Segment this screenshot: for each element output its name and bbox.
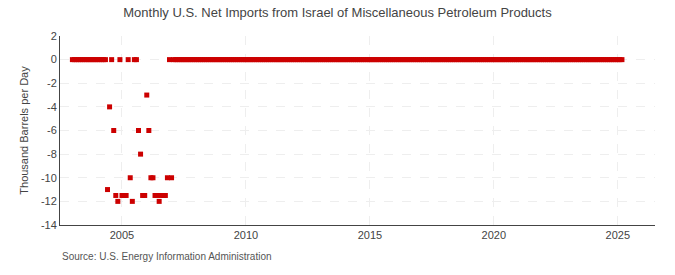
- svg-text:2010: 2010: [234, 229, 258, 241]
- svg-text:-12: -12: [41, 195, 57, 207]
- svg-text:Thousand Barrels per Day: Thousand Barrels per Day: [18, 66, 30, 195]
- svg-text:-6: -6: [47, 124, 57, 136]
- svg-text:-10: -10: [41, 172, 57, 184]
- svg-text:2005: 2005: [110, 229, 134, 241]
- svg-text:Source: U.S. Energy Informatio: Source: U.S. Energy Information Administ…: [62, 251, 272, 262]
- svg-text:-2: -2: [47, 77, 57, 89]
- svg-text:-8: -8: [47, 148, 57, 160]
- svg-text:2: 2: [51, 30, 57, 42]
- svg-text:-4: -4: [47, 101, 57, 113]
- svg-text:2025: 2025: [606, 229, 630, 241]
- svg-text:2020: 2020: [482, 229, 506, 241]
- svg-text:0: 0: [51, 53, 57, 65]
- svg-text:Monthly U.S. Net Imports from: Monthly U.S. Net Imports from Israel of …: [123, 5, 552, 20]
- svg-text:2015: 2015: [358, 229, 382, 241]
- svg-text:-14: -14: [41, 219, 57, 231]
